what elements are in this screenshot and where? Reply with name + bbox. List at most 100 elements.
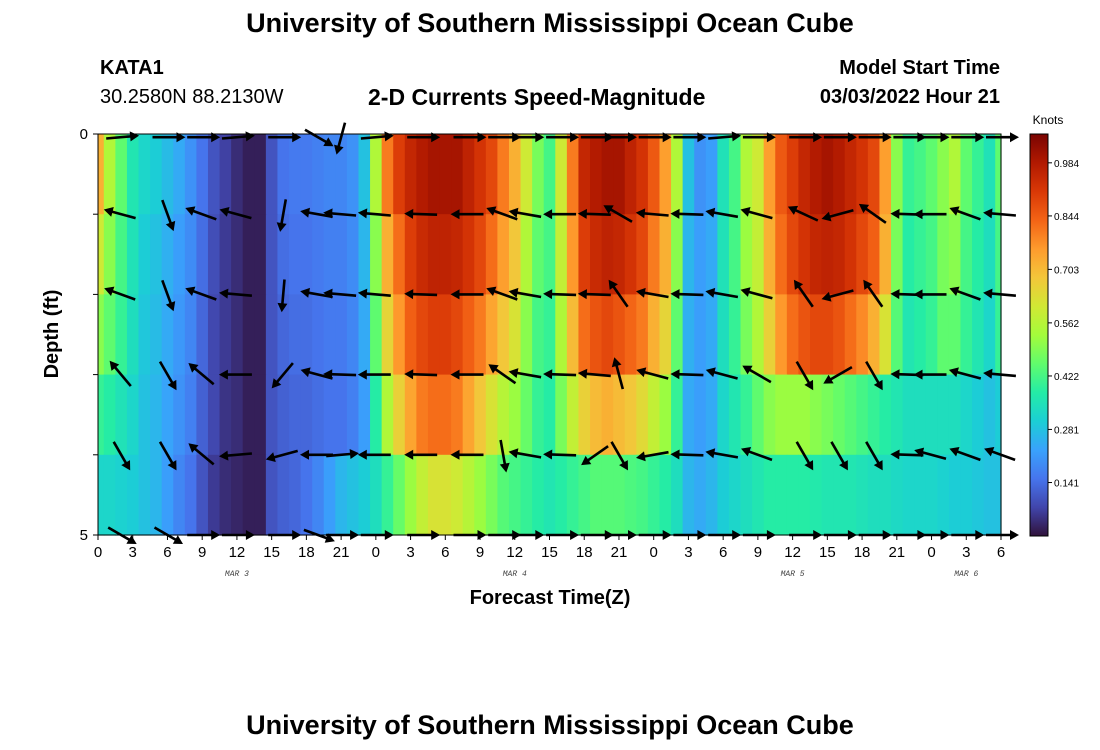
current-vector	[326, 449, 359, 459]
heatmap-cell	[879, 374, 892, 456]
heatmap-cell	[983, 454, 996, 536]
current-vector	[740, 287, 773, 300]
heatmap-cell	[798, 294, 811, 376]
current-vector	[488, 364, 517, 385]
current-vector	[986, 132, 1019, 143]
current-vector	[268, 132, 302, 143]
heatmap-cell	[485, 454, 499, 536]
heatmap-cell	[601, 134, 614, 215]
heatmap-cell	[601, 294, 614, 376]
heatmap-cell	[300, 454, 313, 536]
heatmap-cell	[98, 374, 105, 456]
heatmap-cell	[694, 454, 707, 536]
heatmap-cell	[613, 294, 626, 376]
current-vector	[610, 441, 628, 471]
heatmap-cell	[300, 134, 313, 215]
current-vector	[543, 449, 577, 460]
heatmap-cell	[300, 374, 313, 456]
heatmap-cell	[103, 134, 116, 215]
heatmap-cell	[775, 294, 788, 376]
current-vector	[890, 449, 924, 460]
heatmap-cell	[879, 134, 892, 215]
heatmap-cell	[948, 214, 962, 295]
heatmap-cell	[138, 134, 151, 215]
heatmap-cell	[821, 374, 834, 456]
heatmap-cell	[879, 454, 892, 536]
current-vector	[705, 207, 739, 219]
heatmap-cell	[265, 294, 279, 376]
heatmap-cell	[474, 294, 487, 376]
heatmap-cell	[671, 374, 684, 456]
heatmap-cell	[451, 214, 464, 295]
current-vector	[670, 289, 704, 300]
heatmap-cell	[98, 294, 105, 376]
heatmap-cell	[763, 374, 776, 456]
heatmap-cell	[532, 294, 545, 376]
x-tick-label: 18	[854, 544, 871, 561]
current-vector	[508, 207, 542, 219]
current-vector	[511, 530, 545, 540]
heatmap-cell	[902, 454, 915, 536]
heatmap-cell	[115, 454, 128, 536]
heatmap-cell	[532, 134, 545, 215]
heatmap-cell	[219, 294, 232, 376]
date-label: MAR 6	[954, 570, 978, 579]
heatmap-cell	[427, 294, 441, 376]
heatmap-cell	[231, 294, 244, 376]
heatmap-cell	[393, 214, 406, 295]
heatmap-cell	[520, 374, 533, 456]
heatmap-cell	[914, 214, 927, 295]
current-vector	[276, 199, 288, 232]
heatmap-cell	[566, 214, 580, 295]
heatmap-cell	[543, 374, 556, 456]
heatmap-cell	[381, 374, 394, 456]
current-vector	[546, 132, 580, 143]
current-vector	[949, 286, 981, 301]
heatmap-cell	[914, 294, 927, 376]
current-vector	[708, 131, 742, 142]
heatmap-cell	[451, 454, 464, 536]
heatmap-cell	[416, 454, 429, 536]
current-vector	[219, 450, 253, 461]
heatmap-cell	[902, 374, 915, 456]
station-coords: 30.2580N 88.2130W	[100, 86, 284, 108]
heatmap-cell	[960, 134, 973, 215]
current-vector	[218, 369, 252, 380]
heatmap-cell	[115, 134, 128, 215]
current-vector	[357, 288, 391, 299]
heatmap-cell	[856, 374, 869, 456]
heatmap-cell	[983, 294, 996, 376]
heatmap-cell	[161, 374, 174, 456]
date-label: MAR 5	[781, 570, 805, 579]
heatmap-cell	[289, 134, 302, 215]
x-tick-label: 9	[754, 544, 762, 561]
current-vector	[271, 362, 294, 389]
current-vector	[604, 132, 637, 143]
heatmap-cell	[161, 214, 174, 295]
model-start-time: 03/03/2022 Hour 21	[819, 86, 1000, 108]
heatmap-cell	[196, 134, 209, 215]
heatmap-cell	[474, 134, 487, 215]
heatmap-cell	[520, 134, 533, 215]
heatmap-cell	[346, 214, 360, 295]
heatmap-cell	[207, 374, 221, 456]
current-vector	[913, 209, 947, 220]
heatmap-cell	[323, 454, 336, 536]
heatmap-cell	[659, 134, 672, 215]
heatmap-cell	[775, 214, 788, 295]
heatmap-cell	[682, 374, 695, 456]
heatmap-cell	[867, 294, 881, 376]
current-vector	[109, 360, 132, 387]
current-vector	[219, 288, 253, 299]
current-vector	[103, 207, 136, 220]
heatmap-cell	[566, 134, 580, 215]
heatmap-cell	[914, 374, 927, 456]
heatmap-cell	[671, 214, 684, 295]
heatmap-cell	[995, 134, 1002, 215]
current-vector	[407, 530, 441, 540]
heatmap-cell	[242, 134, 255, 215]
current-vector	[158, 360, 177, 391]
heatmap-cell	[590, 374, 603, 456]
heatmap-cell	[161, 294, 174, 376]
heatmap-cell	[578, 374, 591, 456]
